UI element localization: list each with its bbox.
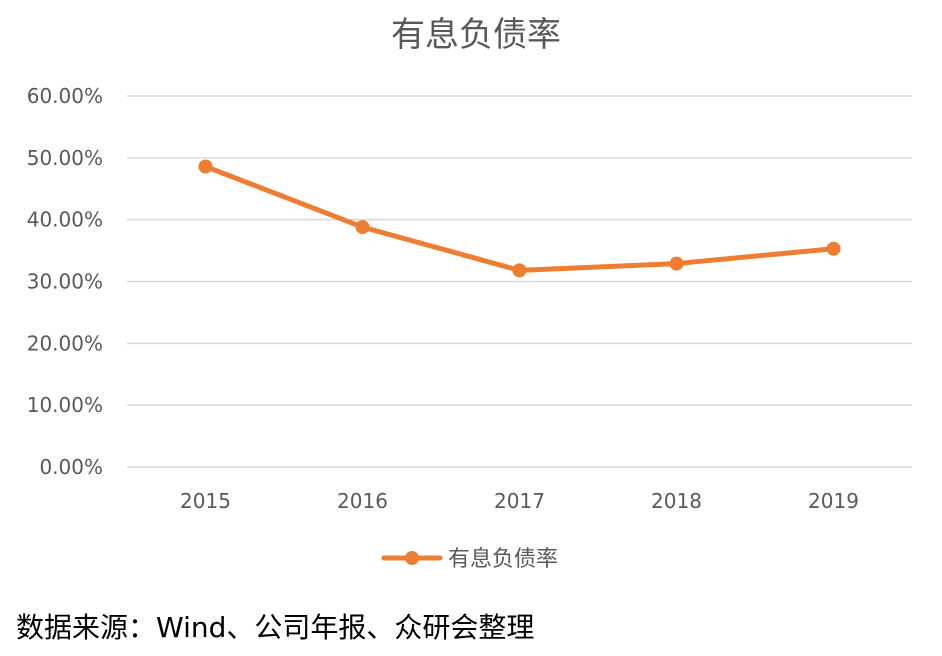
- x-tick-label: 2019: [808, 489, 859, 513]
- x-tick-label: 2016: [337, 489, 388, 513]
- y-tick-label: 30.00%: [27, 270, 103, 294]
- x-tick-label: 2017: [494, 489, 545, 513]
- source-note: 数据来源：Wind、公司年报、众研会整理: [16, 611, 535, 644]
- x-axis-tick-labels: 2015 2016 2017 2018 2019: [180, 489, 859, 513]
- data-point: [355, 220, 370, 235]
- gridlines: [127, 95, 912, 468]
- y-tick-label: 40.00%: [27, 208, 103, 232]
- chart-title: 有息负债率: [391, 15, 561, 55]
- data-point: [512, 263, 527, 278]
- data-point: [669, 256, 684, 271]
- series-line: [203, 163, 836, 273]
- data-point: [826, 241, 841, 256]
- legend: 有息负债率: [381, 547, 558, 572]
- y-axis-tick-labels: 0.00% 10.00% 20.00% 30.00% 40.00% 50.00% 60.00…: [27, 84, 103, 479]
- series-layer: [198, 159, 841, 278]
- y-tick-label: 50.00%: [27, 146, 103, 170]
- y-tick-label: 60.00%: [27, 84, 103, 108]
- legend-swatch-marker: [405, 551, 419, 565]
- y-tick-label: 20.00%: [27, 331, 103, 355]
- data-point: [198, 159, 213, 174]
- x-tick-label: 2015: [180, 489, 231, 513]
- x-tick-label: 2018: [651, 489, 702, 513]
- y-tick-label: 10.00%: [27, 393, 103, 417]
- legend-label: 有息负债率: [448, 547, 558, 572]
- y-tick-label: 0.00%: [39, 455, 103, 479]
